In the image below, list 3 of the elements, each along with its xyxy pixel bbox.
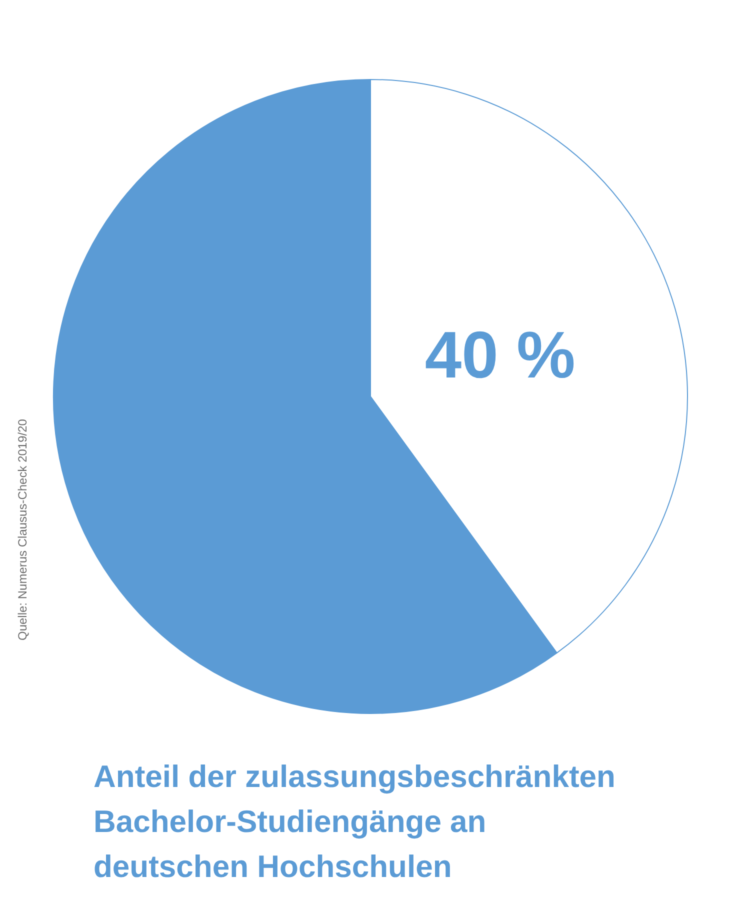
data-label: 40 % bbox=[424, 317, 576, 392]
source-note: Quelle: Numerus Clausus-Check 2019/20 bbox=[16, 418, 30, 640]
text: Anteil der zulassungsbeschränkten Bachelor-Studiengänge an deutschen Hochschulen bbox=[94, 759, 616, 884]
